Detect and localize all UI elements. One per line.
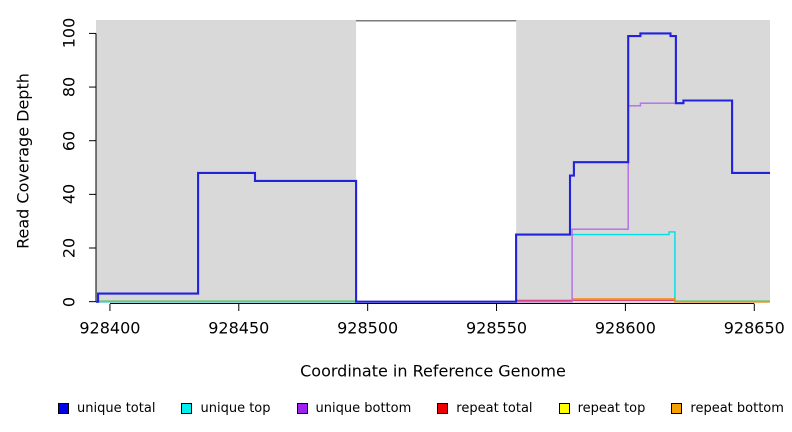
legend: unique total unique top unique bottom repea… (48, 397, 788, 419)
highlight-band (356, 20, 517, 303)
legend-swatch-icon (558, 402, 570, 414)
legend-item-unique-bottom: unique bottom (296, 400, 412, 416)
legend-swatch-icon (437, 402, 449, 414)
series-line-unique-total (96, 32, 770, 303)
legend-label: repeat bottom (690, 400, 784, 416)
legend-swatch-icon (296, 402, 308, 414)
x-tick-label: 928600 (594, 318, 656, 338)
legend-label: unique bottom (315, 400, 412, 416)
y-axis-title: Read Coverage Depth (13, 73, 33, 249)
x-tick-label: 928500 (337, 318, 399, 338)
x-axis-title: Coordinate in Reference Genome (300, 361, 566, 381)
legend-item-repeat-total: repeat total (437, 400, 533, 416)
y-tick-label: 0 (59, 296, 79, 307)
y-tick-label: 100 (59, 18, 79, 49)
legend-swatch-icon (181, 402, 193, 414)
legend-label: unique total (77, 400, 156, 416)
legend-swatch-icon (58, 402, 69, 414)
legend-label: unique top (200, 400, 271, 416)
legend-item-repeat-bottom: repeat bottom (671, 401, 784, 416)
y-tick-label: 20 (59, 237, 79, 259)
legend-label: repeat top (577, 400, 646, 416)
y-tick-label: 40 (59, 184, 79, 205)
x-tick-label: 928650 (723, 318, 785, 338)
legend-item-repeat-top: repeat top (558, 400, 646, 416)
x-tick-label: 928450 (208, 318, 270, 338)
legend-item-unique-total: unique total (58, 401, 155, 416)
x-tick-label: 928400 (79, 318, 141, 338)
x-tick-label: 928550 (465, 318, 528, 338)
legend-item-unique-top: unique top (181, 400, 271, 416)
y-tick-label: 60 (59, 130, 79, 151)
legend-swatch-icon (671, 402, 683, 414)
y-tick-label: 80 (59, 76, 79, 98)
legend-label: repeat total (456, 400, 533, 416)
